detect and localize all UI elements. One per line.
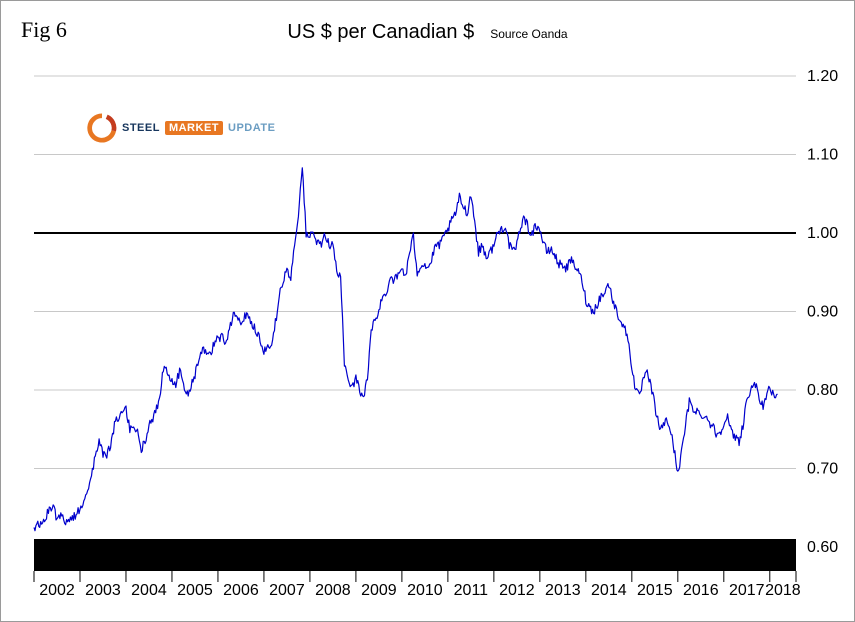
x-axis-label: 2007 (269, 582, 305, 599)
y-axis-label: 0.60 (807, 539, 838, 556)
x-axis-label: 2003 (85, 582, 121, 599)
y-axis-label: 1.00 (807, 225, 838, 242)
x-axis-label: 2012 (499, 582, 535, 599)
x-axis-label: 2008 (315, 582, 351, 599)
y-axis-label: 0.90 (807, 304, 838, 321)
x-axis-label: 2014 (591, 582, 627, 599)
x-axis-label: 2011 (454, 582, 489, 599)
x-axis-label: 2018 (765, 582, 801, 599)
x-axis-label: 2006 (223, 582, 259, 599)
x-axis-label: 2010 (407, 582, 443, 599)
logo-word-update: UPDATE (228, 122, 276, 134)
x-axis-label: 2004 (131, 582, 167, 599)
y-axis-label: 1.10 (807, 147, 838, 164)
exchange-rate-line (33, 167, 778, 532)
x-axis-label: 2009 (361, 582, 397, 599)
logo-swoosh-icon (87, 113, 117, 143)
x-axis-label: 2016 (683, 582, 719, 599)
logo-word-market: MARKET (164, 121, 224, 135)
x-axis-label: 2017 (729, 582, 765, 599)
x-axis-label: 2013 (545, 582, 581, 599)
y-axis-label: 0.80 (807, 382, 838, 399)
y-axis-label: 1.20 (807, 68, 838, 85)
y-axis-label: 0.70 (807, 461, 838, 478)
x-axis-band (34, 539, 796, 571)
x-axis-label: 2005 (177, 582, 213, 599)
figure-number-label: Fig 6 (21, 17, 67, 42)
x-axis-label: 2015 (637, 582, 673, 599)
x-axis-label: 2002 (39, 582, 75, 599)
steel-market-update-logo: STEEL MARKET UPDATE (87, 113, 275, 143)
logo-word-steel: STEEL (122, 122, 160, 134)
